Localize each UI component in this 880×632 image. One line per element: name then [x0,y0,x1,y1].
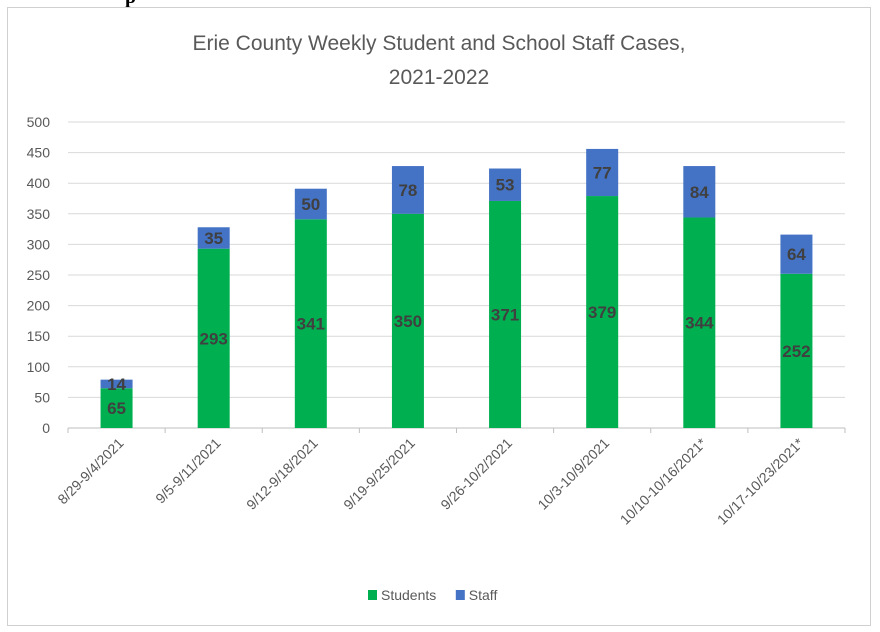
data-label-students: 65 [107,399,126,418]
bar-staff [683,166,716,218]
bar-students [391,213,424,428]
data-label-students: 350 [394,312,422,331]
bar-students [197,248,230,428]
data-label-students: 379 [588,303,616,322]
bar-students [100,388,133,428]
bar-staff [489,168,522,201]
data-label-staff: 78 [398,181,417,200]
data-label-students: 371 [491,305,519,324]
y-tick-label: 450 [27,145,51,161]
bar-students [294,219,327,428]
x-tick-label: 10/10-10/16/2021* [617,434,710,527]
bar-students [683,217,716,428]
y-tick-label: 150 [27,328,51,344]
x-tick-label: 10/3-10/9/2021 [534,435,612,513]
y-tick-label: 350 [27,206,51,222]
y-tick-label: 300 [27,236,51,252]
bar-students [489,200,522,428]
x-tick-label: 9/12-9/18/2021 [243,435,321,513]
data-label-staff: 64 [787,245,806,264]
y-tick-label: 100 [27,359,51,375]
x-tick-label: 9/5-9/11/2021 [152,435,224,507]
data-label-students: 293 [200,329,228,348]
y-tick-label: 200 [27,298,51,314]
legend-swatch-staff [455,590,465,600]
legend-label-staff: Staff [469,587,498,603]
y-tick-label: 0 [42,420,50,436]
bar-staff [586,148,619,197]
chart-frame [7,7,871,626]
bar-staff [294,188,327,220]
x-tick-label: 10/17-10/23/2021* [714,434,807,527]
data-label-staff: 77 [593,163,612,182]
x-tick-label: 9/19-9/25/2021 [340,435,418,513]
bar-staff [197,227,230,249]
y-tick-label: 50 [34,389,50,405]
x-tick-label: 8/29-9/4/2021 [54,435,127,508]
data-label-students: 344 [685,314,714,333]
y-tick-label: 250 [27,267,51,283]
data-label-staff: 50 [301,195,320,214]
data-label-students: 341 [297,315,325,334]
bar-students [586,196,619,428]
chart-title-line2: 2021-2022 [389,66,489,89]
bar-staff [780,234,813,274]
x-tick-label: 9/26-10/2/2021 [437,435,515,513]
data-label-students: 252 [782,342,810,361]
bar-staff [100,379,133,389]
y-tick-label: 400 [27,175,51,191]
data-label-staff: 84 [690,183,709,202]
legend-label-students: Students [381,587,436,603]
data-label-staff: 53 [496,176,515,195]
chart-title: Erie County Weekly Student and School St… [193,32,686,55]
data-label-staff: 14 [107,375,126,394]
bar-students [780,273,813,428]
cut-off-heading-fragment: p [125,0,136,9]
y-tick-label: 500 [27,114,51,130]
bar-staff [391,166,424,214]
data-label-staff: 35 [204,229,223,248]
legend-swatch-students [368,590,377,600]
